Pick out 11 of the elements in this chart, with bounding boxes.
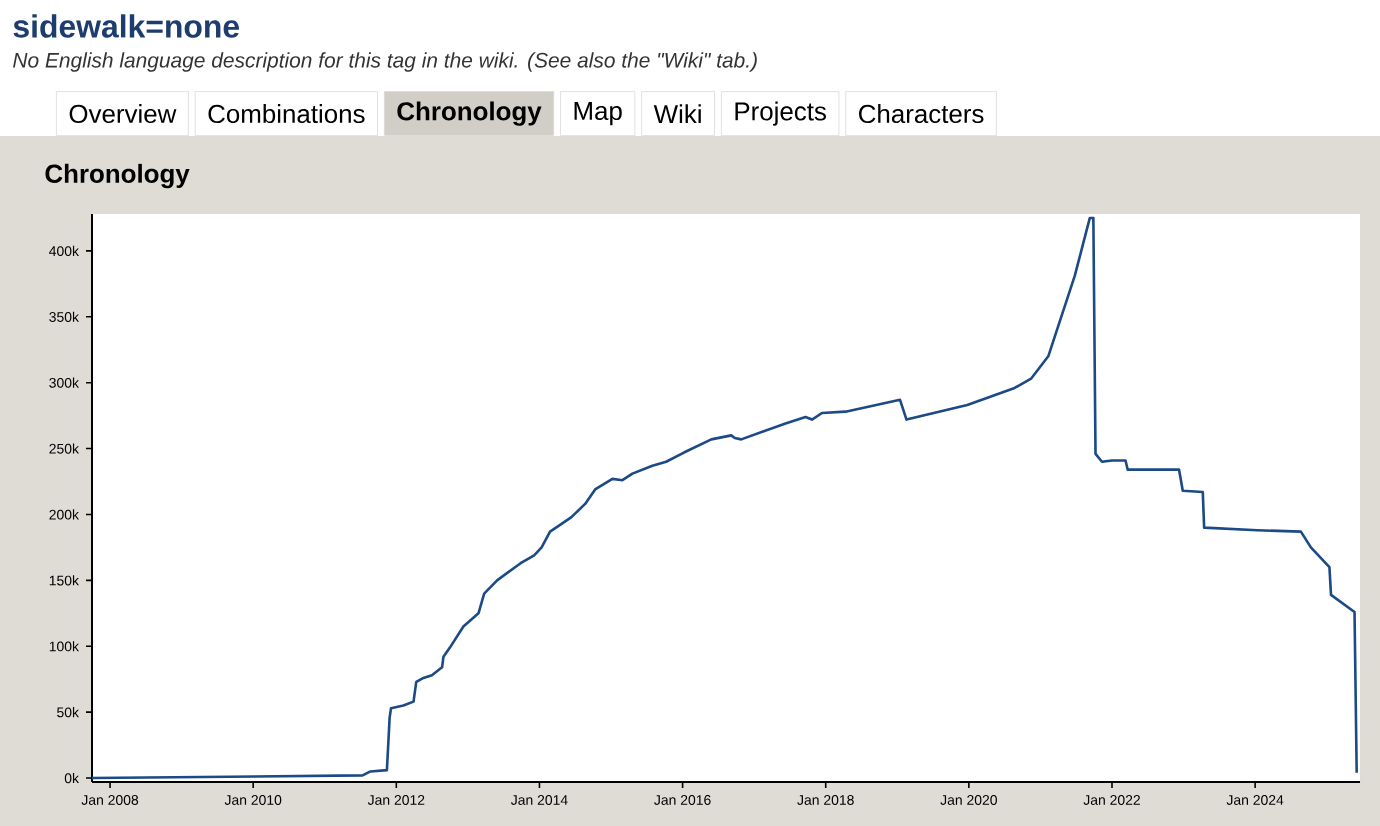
text: sidewalk=none — [13, 14, 239, 38]
text: Map — [574, 102, 622, 126]
text: No English language description for this tag in the wiki. (See also the "Wiki" tab.) — [13, 52, 757, 72]
text: Characters — [859, 104, 984, 124]
chart-title: Chronology — [45, 163, 190, 189]
text: Wiki — [653, 104, 701, 123]
text: Chronology — [397, 101, 542, 126]
text: Combinations — [208, 104, 365, 124]
line-series — [92, 216, 1358, 780]
text: Overview — [69, 104, 177, 124]
text: Projects — [735, 101, 826, 126]
